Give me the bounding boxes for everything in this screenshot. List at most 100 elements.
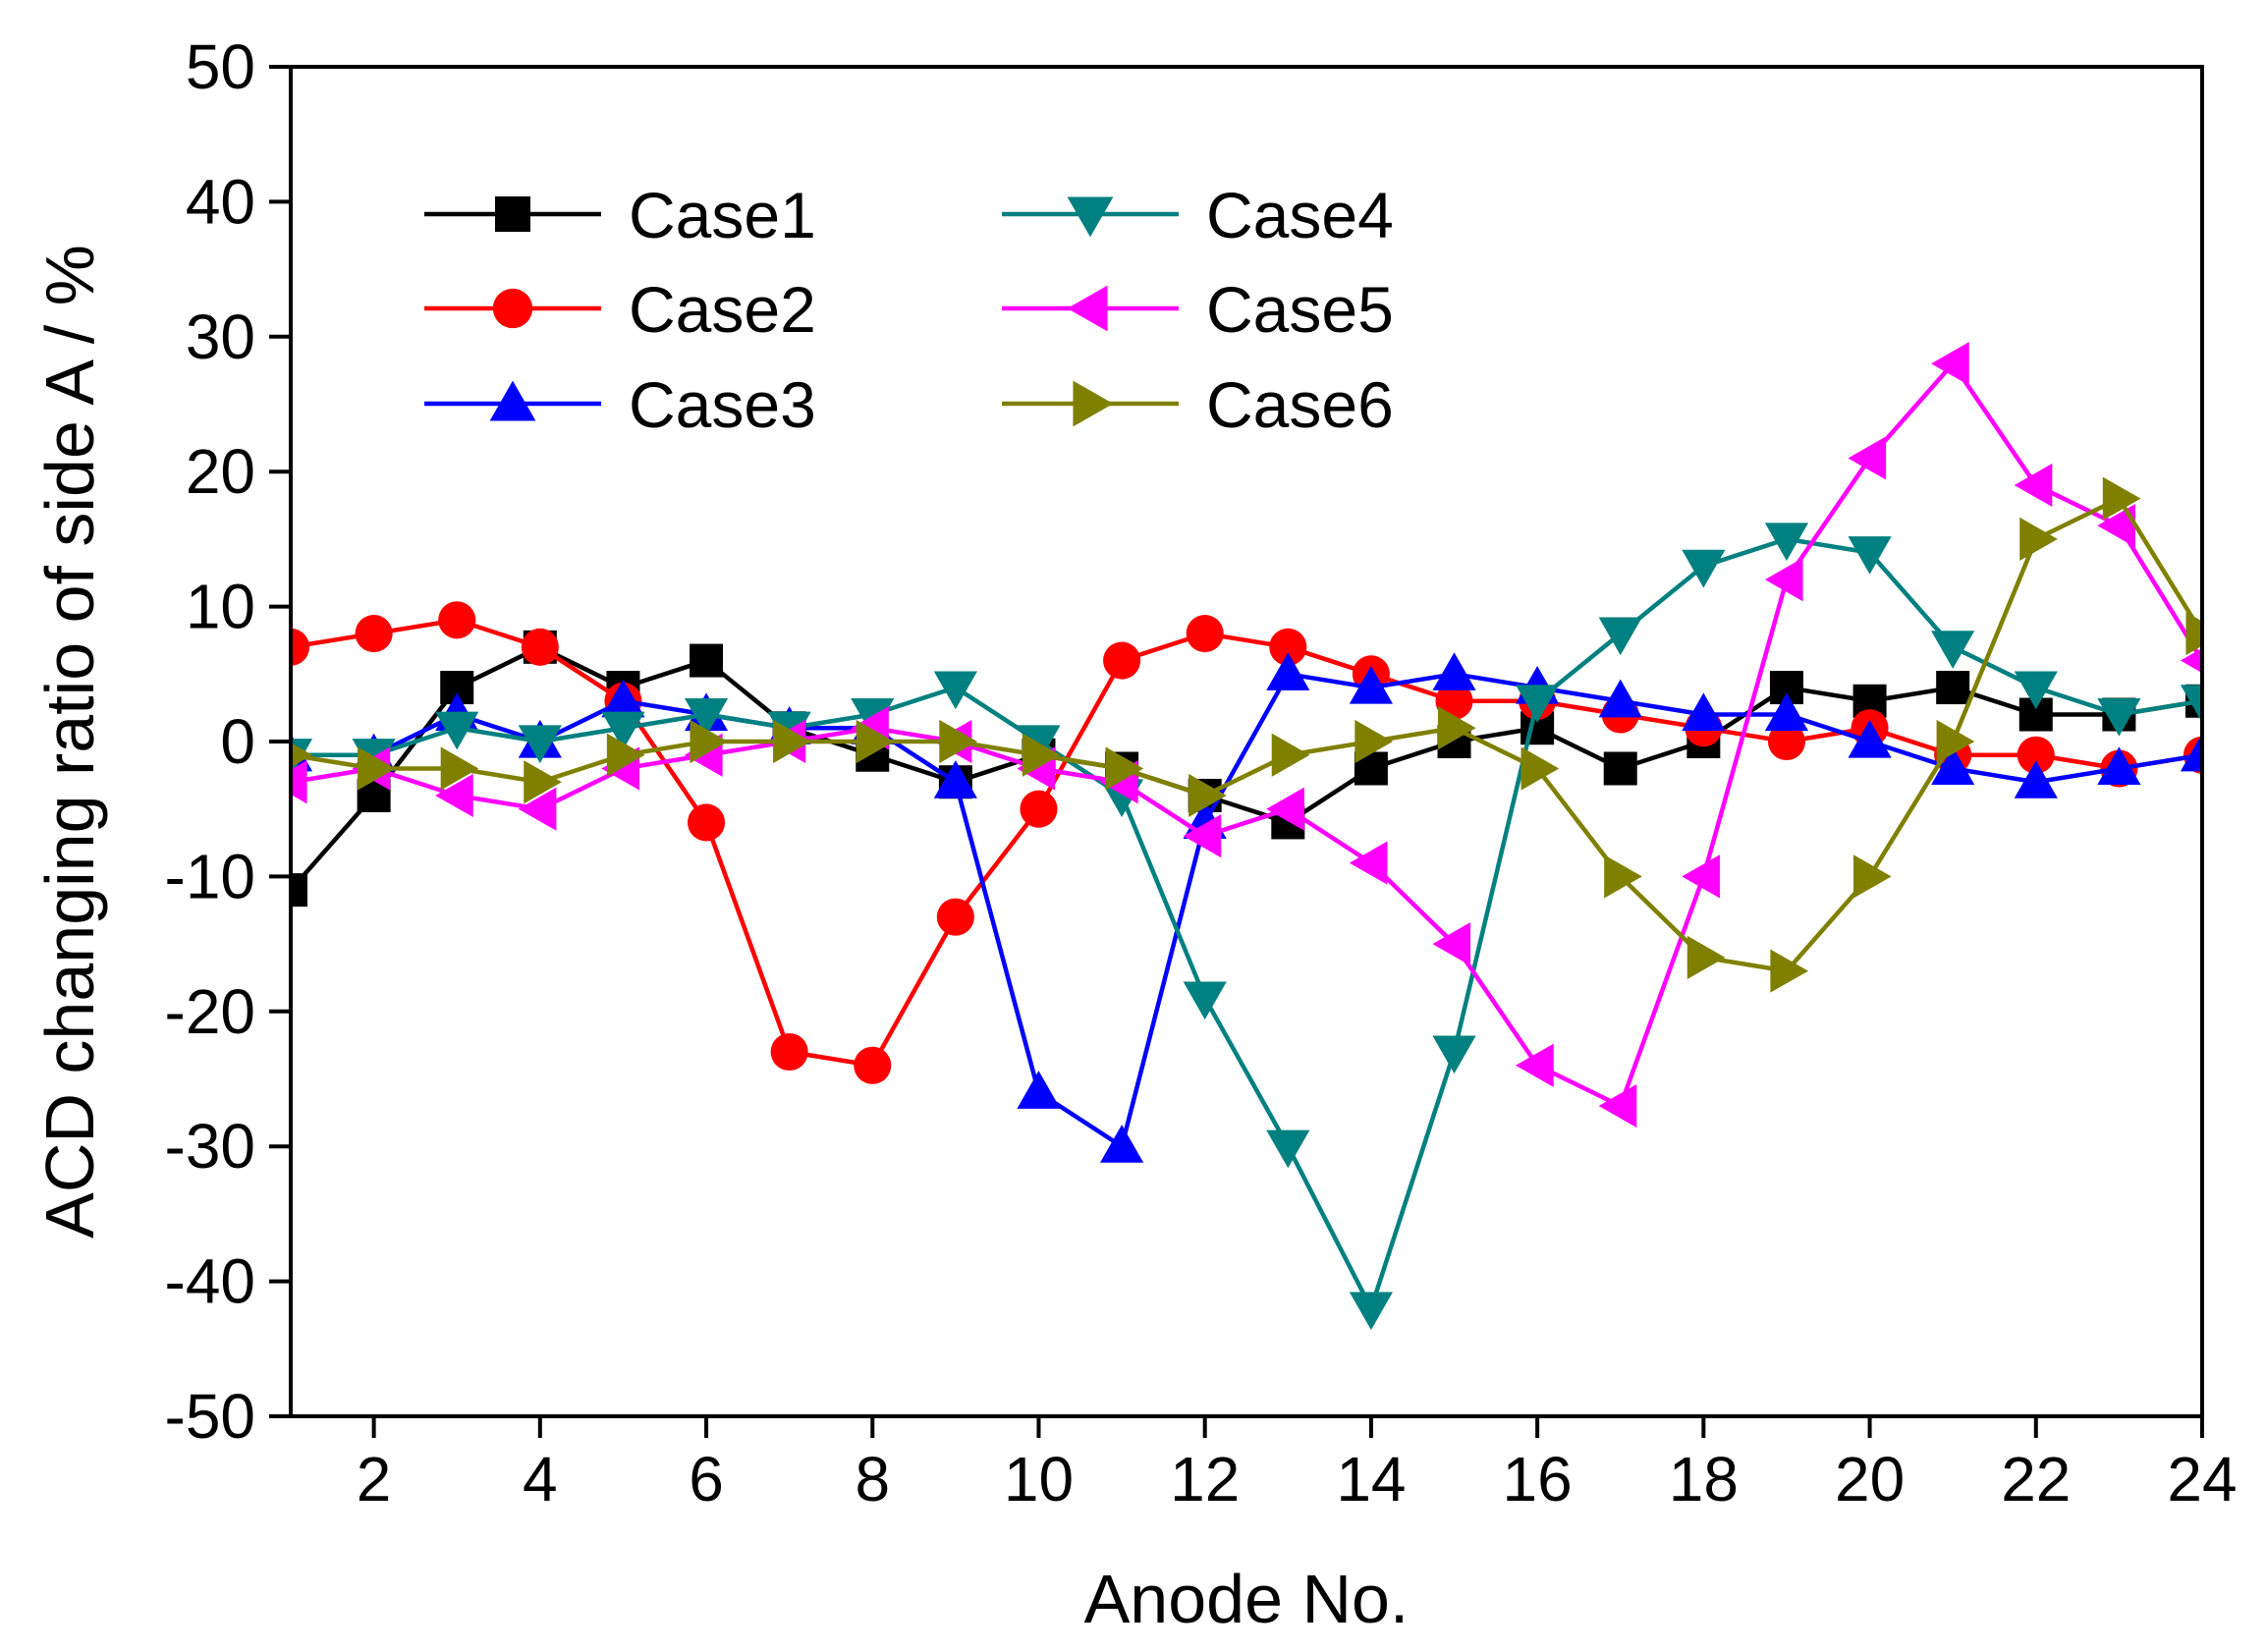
y-axis-title: ACD changing ratio of side A / % (31, 245, 108, 1239)
data-point (521, 628, 559, 666)
y-tick-label: -30 (165, 1111, 256, 1182)
data-point (438, 601, 476, 639)
x-tick-label: 24 (2167, 1444, 2237, 1514)
series-case6 (291, 476, 2202, 993)
data-point (773, 719, 811, 764)
data-point (1520, 746, 1560, 791)
y-tick-label: -10 (165, 841, 256, 911)
data-point (1603, 751, 1637, 786)
data-point (1848, 436, 1887, 480)
data-point (1349, 841, 1388, 885)
legend-item-case2: Case2 (424, 273, 816, 346)
data-point (1017, 1071, 1061, 1109)
legend-marker (1067, 196, 1114, 238)
data-point (1183, 814, 1222, 858)
x-tick-label: 20 (1835, 1444, 1905, 1514)
data-point (1266, 1129, 1310, 1169)
data-point (1271, 733, 1310, 777)
x-tick-label: 14 (1336, 1444, 1406, 1514)
axes: 2 4 6 8 10 12 14 16 18 20 22 24-50-40-30-20-1001020… (165, 31, 2238, 1514)
data-point (1848, 719, 1892, 758)
data-point (936, 898, 974, 936)
y-tick-label: 10 (186, 572, 255, 642)
y-tick-label: 40 (186, 166, 255, 237)
data-point (1188, 773, 1227, 818)
series-case5 (291, 342, 2202, 1129)
x-tick-label: 22 (2001, 1444, 2071, 1514)
data-point (1103, 641, 1141, 680)
data-point (2017, 736, 2055, 774)
data-point (1936, 671, 1970, 705)
data-point (690, 719, 729, 764)
legend-marker (492, 288, 533, 329)
data-point (2180, 733, 2202, 772)
series-line (291, 536, 2202, 1311)
data-point (1432, 652, 1476, 690)
x-tick-label: 12 (1170, 1444, 1240, 1514)
y-tick-label: -20 (165, 976, 256, 1047)
data-point (1682, 854, 1720, 899)
data-point (1936, 719, 1975, 764)
data-point (1186, 615, 1224, 653)
data-point (1266, 787, 1304, 831)
data-point (1598, 679, 1642, 718)
data-point (933, 671, 977, 710)
x-tick-label: 2 (357, 1444, 392, 1514)
data-point (688, 803, 726, 842)
legend-item-case1: Case1 (424, 179, 816, 251)
data-point (1764, 523, 1809, 561)
data-point (1770, 949, 1809, 993)
legend-item-case6: Case6 (1002, 368, 1394, 441)
data-point (1931, 746, 1975, 786)
legend-label: Case5 (1206, 273, 1394, 346)
legend-label: Case6 (1206, 368, 1394, 441)
data-point (1598, 1083, 1637, 1129)
y-tick-label: 20 (186, 436, 255, 507)
data-point (435, 711, 479, 750)
data-point (2097, 697, 2141, 737)
data-point (1931, 342, 1969, 386)
legend-item-case3: Case3 (424, 368, 816, 441)
x-tick-label: 10 (1004, 1444, 1074, 1514)
data-point (2014, 671, 2058, 710)
data-point (856, 719, 895, 764)
data-point (684, 697, 729, 737)
data-point (1349, 665, 1394, 704)
data-point (770, 1032, 808, 1072)
data-point (2097, 504, 2135, 548)
data-point (2014, 463, 2053, 508)
legend-marker (1067, 285, 1108, 332)
x-tick-label: 16 (1503, 1444, 1573, 1514)
data-point (933, 760, 977, 798)
data-point (1764, 558, 1803, 602)
plot-area (289, 65, 2204, 1418)
data-point (1604, 854, 1642, 899)
data-point (518, 725, 562, 764)
data-point (1183, 981, 1227, 1020)
legend-label: Case4 (1206, 179, 1394, 251)
data-point (1598, 617, 1642, 656)
data-point (690, 643, 724, 678)
data-point (291, 760, 307, 804)
data-point (1099, 1125, 1144, 1163)
data-point (1105, 746, 1144, 791)
data-point (1269, 628, 1307, 666)
series-case4 (291, 523, 2202, 1331)
x-tick-label: 8 (855, 1444, 890, 1514)
series-case3 (291, 652, 2202, 1163)
x-tick-label: 4 (523, 1444, 558, 1514)
series-case2 (291, 601, 2202, 1084)
x-axis-title: Anode No. (1084, 1561, 1409, 1637)
data-point (2180, 647, 2202, 674)
data-point (524, 760, 562, 804)
y-tick-label: -40 (165, 1246, 256, 1317)
legend: Case1 Case2 Case3 Case4 Case5 Case6 (424, 179, 1394, 441)
legend-label: Case2 (629, 273, 816, 346)
x-tick-label: 18 (1669, 1444, 1739, 1514)
data-point (440, 746, 479, 791)
y-tick-label: 50 (186, 31, 255, 102)
legend-marker (489, 380, 536, 421)
data-point (1349, 1292, 1394, 1331)
data-point (435, 773, 473, 818)
data-point (1682, 692, 1726, 732)
